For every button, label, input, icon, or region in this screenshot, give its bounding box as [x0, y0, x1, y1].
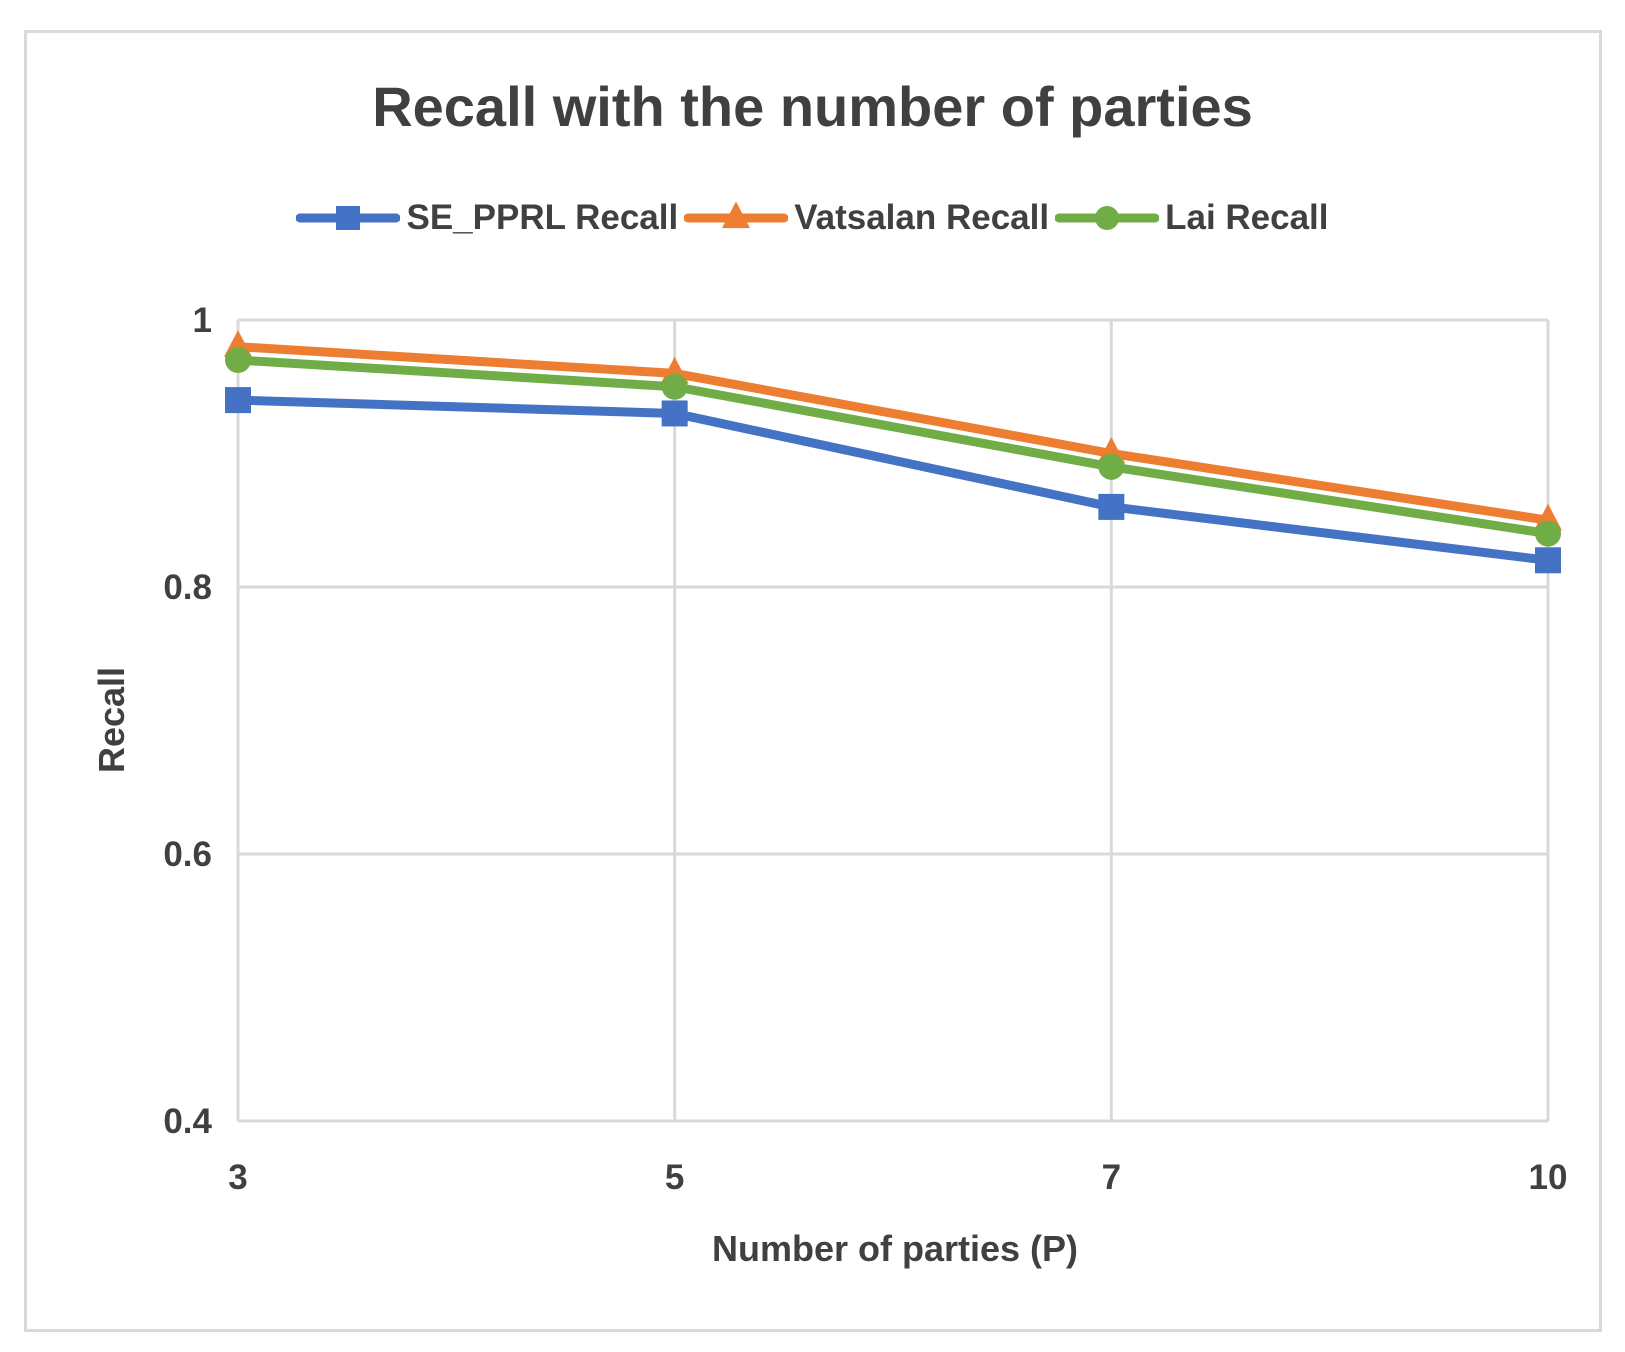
- legend-marker: [722, 201, 751, 229]
- legend-label: Lai Recall: [1165, 198, 1329, 237]
- data-point-square: [661, 400, 688, 427]
- chart-frame: [24, 30, 1602, 1332]
- y-tick-label: 0.4: [163, 1102, 212, 1141]
- legend-swatch-square-icon: [296, 206, 401, 230]
- x-axis-title: Number of parties (P): [711, 1228, 1079, 1269]
- legend-item-lai: Lai Recall: [1055, 198, 1329, 238]
- series-2: [225, 347, 1561, 547]
- y-tick-label: 1: [193, 301, 212, 340]
- series-layer: [224, 330, 1562, 574]
- legend-marker: [336, 206, 361, 230]
- gridlines: [236, 318, 1550, 1123]
- x-tick-label: 3: [228, 1158, 247, 1197]
- series-line: [233, 355, 1553, 539]
- legend-swatch-triangle-icon: [684, 201, 789, 229]
- data-point-circle: [225, 347, 251, 374]
- data-point-circle: [1535, 520, 1561, 547]
- series-line: [233, 395, 1553, 565]
- legend-item-vatsalan: Vatsalan Recall: [684, 198, 1049, 238]
- legend: SE_PPRL Recall Vatsalan Recall Lai Recal…: [0, 198, 1625, 238]
- data-point-circle: [661, 373, 688, 400]
- y-axis-title: Recall: [91, 666, 132, 774]
- x-tick-label: 5: [665, 1158, 684, 1197]
- legend-swatch-circle-icon: [1055, 206, 1160, 230]
- data-point-circle: [1098, 453, 1125, 480]
- data-point-square: [1535, 547, 1561, 574]
- series-line: [233, 342, 1553, 525]
- data-point-square: [1098, 493, 1125, 520]
- legend-label: SE_PPRL Recall: [406, 198, 679, 237]
- data-point-square: [225, 387, 251, 414]
- y-tick-label: 0.6: [163, 835, 212, 874]
- series-0: [225, 387, 1561, 574]
- y-tick-label: 0.8: [163, 568, 212, 607]
- x-tick-label: 10: [1529, 1158, 1568, 1197]
- legend-label: Vatsalan Recall: [794, 198, 1050, 237]
- tick-labels: 0.4 0.6 0.8 1 3 5 7 10: [163, 301, 1567, 1197]
- chart-title: Recall with the number of parties: [372, 75, 1253, 138]
- x-tick-label: 7: [1102, 1158, 1121, 1197]
- legend-marker: [1095, 206, 1120, 230]
- legend-item-se-pprl: SE_PPRL Recall: [296, 198, 678, 238]
